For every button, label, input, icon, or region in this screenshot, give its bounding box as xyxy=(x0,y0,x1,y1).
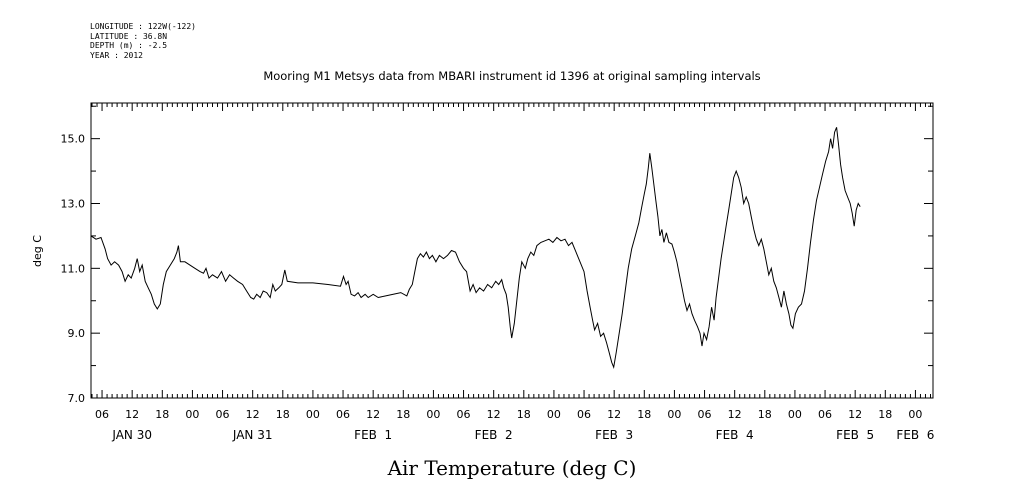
x-tick-label: 12 xyxy=(607,408,621,421)
y-tick-label: 15.0 xyxy=(61,133,86,146)
x-axis-title: Air Temperature (deg C) xyxy=(387,456,637,480)
y-tick-label: 11.0 xyxy=(61,262,86,275)
x-axis: 06 12 18 00 06 12 18 00 06 12 18 00 06 12 18 00 06 12 18 00… xyxy=(91,103,934,442)
x-tick-label: 12 xyxy=(125,408,139,421)
x-day-label: FEB 2 xyxy=(475,428,513,442)
y-axis-label: deg C xyxy=(31,235,44,267)
x-day-label: FEB 5 xyxy=(836,428,874,442)
x-tick-label: 06 xyxy=(216,408,230,421)
x-tick-label: 18 xyxy=(878,408,892,421)
plot-frame xyxy=(90,102,934,399)
x-tick-label: 06 xyxy=(336,408,350,421)
x-tick-label: 12 xyxy=(487,408,501,421)
x-tick-label: 00 xyxy=(667,408,681,421)
x-day-label: FEB 1 xyxy=(354,428,392,442)
x-tick-label: 12 xyxy=(366,408,380,421)
x-tick-label: 00 xyxy=(306,408,320,421)
longitude-text: LONGITUDE : 122W(-122) xyxy=(90,22,196,31)
x-tick-label: 18 xyxy=(396,408,410,421)
x-tick-label: 00 xyxy=(908,408,922,421)
x-tick-label: 18 xyxy=(155,408,169,421)
x-day-label: FEB 6 xyxy=(896,428,934,442)
x-tick-label: 00 xyxy=(185,408,199,421)
x-day-label: FEB 4 xyxy=(716,428,754,442)
latitude-text: LATITUDE : 36.8N xyxy=(90,31,168,41)
x-tick-label: 06 xyxy=(818,408,832,421)
y-tick-label: 7.0 xyxy=(68,392,86,405)
x-tick-label: 18 xyxy=(758,408,772,421)
x-day-label: JAN 30 xyxy=(111,428,152,442)
x-tick-label: 00 xyxy=(547,408,561,421)
x-tick-label: 12 xyxy=(728,408,742,421)
x-tick-label: 06 xyxy=(577,408,591,421)
metadata-block: LONGITUDE : 122W(-122) LATITUDE : 36.8N … xyxy=(90,22,196,60)
x-tick-label: 18 xyxy=(637,408,651,421)
x-tick-label: 00 xyxy=(788,408,802,421)
x-tick-label: 06 xyxy=(95,408,109,421)
x-tick-label: 12 xyxy=(246,408,260,421)
y-tick-label: 13.0 xyxy=(61,197,86,210)
x-tick-label: 18 xyxy=(276,408,290,421)
year-text: YEAR : 2012 xyxy=(90,50,143,60)
x-tick-label: 12 xyxy=(848,408,862,421)
x-day-label: FEB 3 xyxy=(595,428,633,442)
x-tick-label: 18 xyxy=(517,408,531,421)
y-axis: 7.0 9.0 11.0 13.0 15.0 xyxy=(61,105,933,405)
x-tick-label: 00 xyxy=(426,408,440,421)
x-day-label: JAN 31 xyxy=(232,428,273,442)
y-tick-label: 9.0 xyxy=(68,327,86,340)
x-tick-label: 06 xyxy=(698,408,712,421)
air-temperature-line xyxy=(90,127,861,370)
chart-title: Mooring M1 Metsys data from MBARI instru… xyxy=(263,69,760,83)
depth-text: DEPTH (m) : -2.5 xyxy=(90,41,168,50)
x-tick-label: 06 xyxy=(457,408,471,421)
